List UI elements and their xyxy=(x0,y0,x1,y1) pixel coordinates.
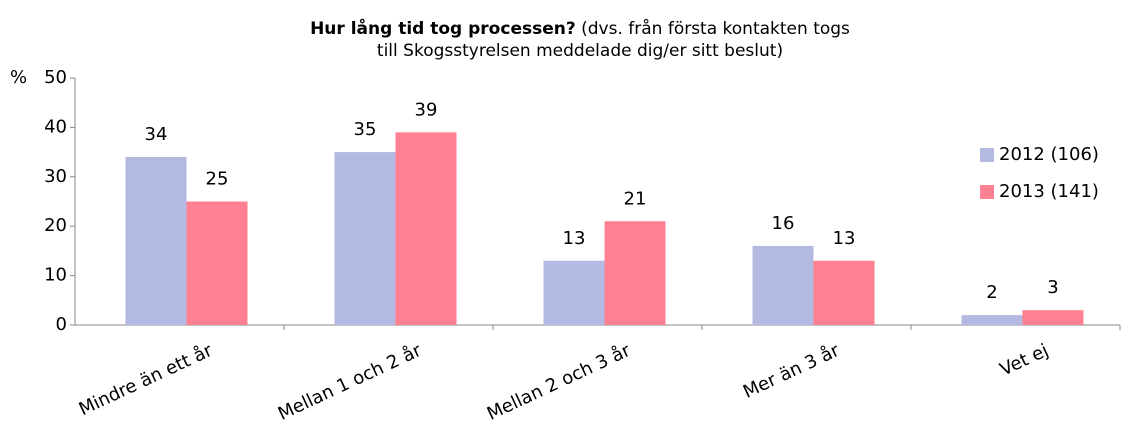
legend-swatch xyxy=(980,148,994,162)
title-block: Hur lång tid tog processen? (dvs. från f… xyxy=(300,18,860,62)
value-label: 35 xyxy=(354,119,377,140)
legend-swatch xyxy=(980,185,994,199)
legend-label: 2013 (141) xyxy=(999,181,1099,202)
y-tick-label: 50 xyxy=(44,67,67,88)
bar xyxy=(334,152,396,325)
value-label: 13 xyxy=(833,228,856,249)
y-tick-label: 40 xyxy=(44,116,67,137)
value-label: 39 xyxy=(415,99,438,120)
bar xyxy=(813,260,875,325)
x-tick-label: Vet ej xyxy=(997,340,1052,381)
x-tick-label: Mer än 3 år xyxy=(740,340,843,403)
bar xyxy=(604,221,666,325)
bar xyxy=(1022,310,1084,325)
y-tick-label: 10 xyxy=(44,265,67,286)
bar xyxy=(961,315,1023,325)
chart-subtitle: (dvs. från första kontakten togs till Sk… xyxy=(376,19,850,61)
x-tick-label: Mellan 1 och 2 år xyxy=(275,340,425,425)
bar xyxy=(186,201,248,325)
y-tick-label: 0 xyxy=(56,314,67,335)
value-label: 16 xyxy=(772,213,795,234)
value-label: 25 xyxy=(206,169,229,190)
y-tick-label: 30 xyxy=(44,166,67,187)
value-label: 21 xyxy=(624,188,647,209)
x-tick-label: Mindre än ett år xyxy=(76,340,217,420)
x-tick-label: Mellan 2 och 3 år xyxy=(484,340,634,425)
legend-label: 2012 (106) xyxy=(999,144,1099,165)
value-label: 34 xyxy=(145,124,168,145)
y-tick-label: 20 xyxy=(44,215,67,236)
chart-title: Hur lång tid tog processen? xyxy=(310,19,576,39)
bar xyxy=(752,245,814,325)
bar xyxy=(125,157,187,325)
value-label: 3 xyxy=(1047,277,1058,298)
value-label: 2 xyxy=(986,282,997,303)
bar xyxy=(395,132,457,325)
value-label: 13 xyxy=(563,228,586,249)
y-axis-label: % xyxy=(10,67,27,88)
bar xyxy=(543,260,605,325)
